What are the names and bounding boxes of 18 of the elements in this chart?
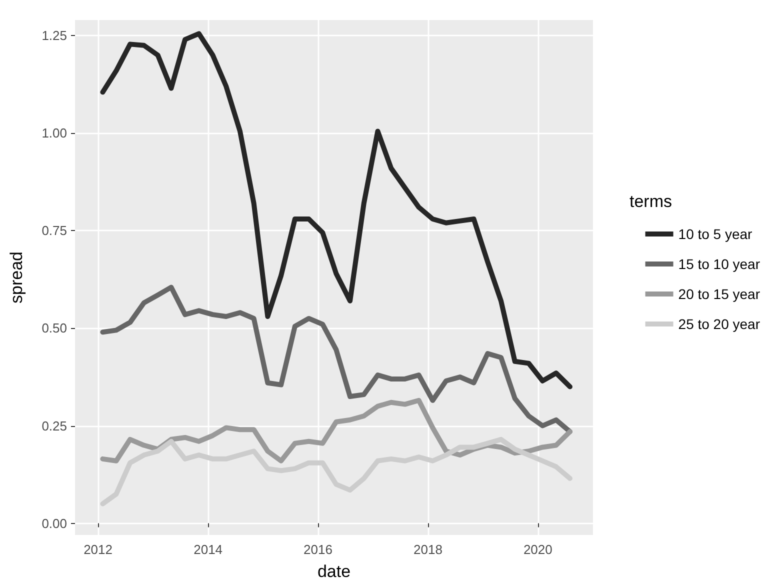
y-tick-label: 0.50 bbox=[42, 320, 67, 336]
legend-label: 20 to 15 year bbox=[678, 286, 760, 302]
x-tick-label: 2012 bbox=[84, 542, 112, 557]
y-tick-label: 1.00 bbox=[42, 126, 67, 141]
y-tick-label: 0.00 bbox=[42, 516, 67, 531]
x-tick-label: 2018 bbox=[414, 542, 442, 557]
y-tick-label: 0.25 bbox=[42, 418, 67, 434]
x-tick-label: 2014 bbox=[194, 542, 223, 557]
y-tick-label: 0.75 bbox=[42, 223, 67, 238]
legend-label: 15 to 10 year bbox=[678, 256, 760, 272]
y-tick-label: 1.25 bbox=[42, 28, 67, 44]
legend-label: 10 to 5 year bbox=[678, 226, 753, 242]
x-axis-title: date bbox=[317, 562, 351, 581]
legend-title: terms bbox=[630, 192, 672, 211]
legend-label: 25 to 20 year bbox=[678, 316, 760, 332]
x-tick-label: 2020 bbox=[523, 542, 552, 557]
y-axis-title: spread bbox=[7, 252, 26, 304]
x-tick-label: 2016 bbox=[304, 542, 332, 557]
